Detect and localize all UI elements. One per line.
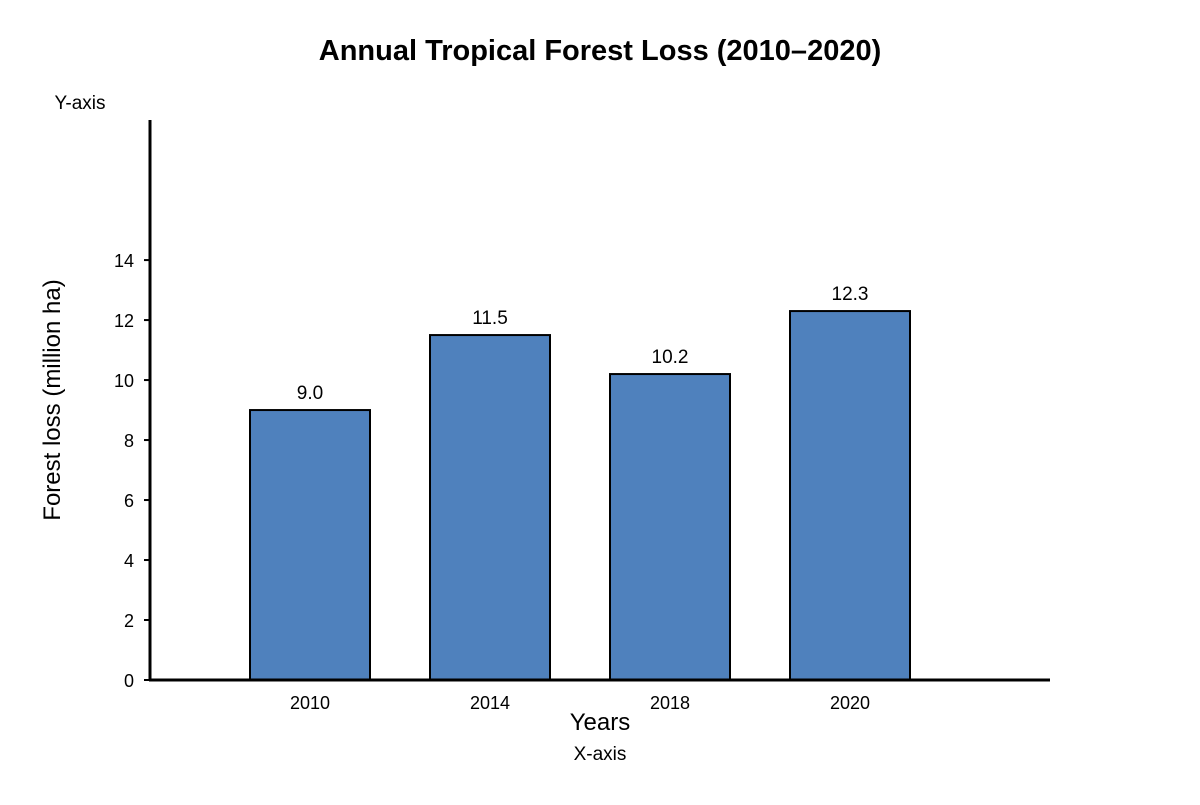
- y-tick-label: 10: [114, 371, 134, 391]
- bar: [789, 310, 911, 681]
- y-tick-label: 8: [124, 431, 134, 451]
- y-tick-label: 0: [124, 671, 134, 691]
- y-tick-label: 14: [114, 251, 134, 271]
- bar-value-label: 10.2: [652, 347, 689, 368]
- x-axis-caption: X-axis: [574, 744, 627, 765]
- y-ticks-group: 0 2 4 6 8 10 12 14: [114, 251, 150, 691]
- bar-value-label: 12.3: [832, 284, 869, 305]
- bar: [609, 373, 731, 681]
- y-tick-label: 12: [114, 311, 134, 331]
- y-axis-caption: Y-axis: [54, 93, 105, 114]
- x-ticks-group: 2010 2014 2018 2020: [290, 693, 870, 713]
- y-axis-label: Forest loss (million ha): [39, 279, 66, 520]
- x-tick-label: 2018: [650, 693, 690, 713]
- y-tick-label: 6: [124, 491, 134, 511]
- x-tick-label: 2014: [470, 693, 510, 713]
- bar: [249, 409, 371, 681]
- y-tick-label: 4: [124, 551, 134, 571]
- chart-title: Annual Tropical Forest Loss (2010–2020): [319, 35, 881, 67]
- x-axis-label: Years: [570, 709, 631, 736]
- bars-group: 9.0 11.5 10.2 12.3: [249, 284, 911, 681]
- bar-value-label: 11.5: [472, 308, 508, 329]
- bar-value-label: 9.0: [297, 383, 323, 404]
- x-tick-label: 2020: [830, 693, 870, 713]
- bar: [429, 334, 551, 681]
- y-tick-label: 2: [124, 611, 134, 631]
- x-tick-label: 2010: [290, 693, 330, 713]
